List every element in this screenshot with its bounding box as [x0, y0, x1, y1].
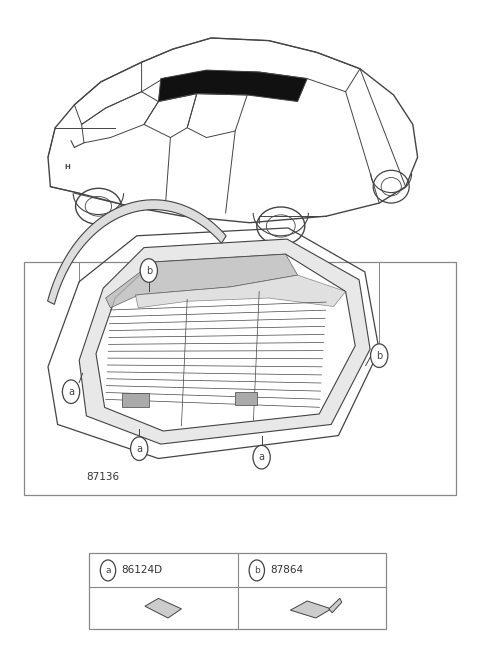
Polygon shape [79, 239, 370, 444]
Circle shape [249, 560, 264, 581]
Polygon shape [96, 254, 355, 431]
Bar [122, 393, 149, 407]
Text: 87131E: 87131E [289, 280, 329, 290]
Circle shape [100, 560, 116, 581]
Polygon shape [48, 200, 226, 305]
Circle shape [131, 437, 148, 460]
Circle shape [253, 445, 270, 469]
Text: b: b [145, 265, 152, 276]
Bar [24, 262, 456, 495]
Bar [235, 392, 257, 405]
Text: b: b [376, 350, 383, 361]
Text: 86124D: 86124D [121, 565, 163, 576]
Text: b: b [254, 566, 260, 575]
Circle shape [371, 344, 388, 367]
Text: a: a [105, 566, 111, 575]
Text: a: a [68, 386, 74, 397]
Text: 87136: 87136 [86, 472, 120, 481]
Text: a: a [136, 443, 142, 454]
Circle shape [62, 380, 80, 403]
Polygon shape [135, 275, 346, 308]
Text: 87110E: 87110E [201, 249, 240, 259]
Polygon shape [329, 599, 342, 613]
Polygon shape [145, 599, 181, 618]
Polygon shape [158, 70, 307, 102]
Bar [89, 553, 386, 629]
Polygon shape [106, 254, 298, 308]
Circle shape [140, 259, 157, 282]
Text: H: H [64, 164, 70, 170]
Polygon shape [290, 601, 331, 618]
Text: 87864: 87864 [270, 565, 303, 576]
Text: a: a [259, 452, 264, 462]
